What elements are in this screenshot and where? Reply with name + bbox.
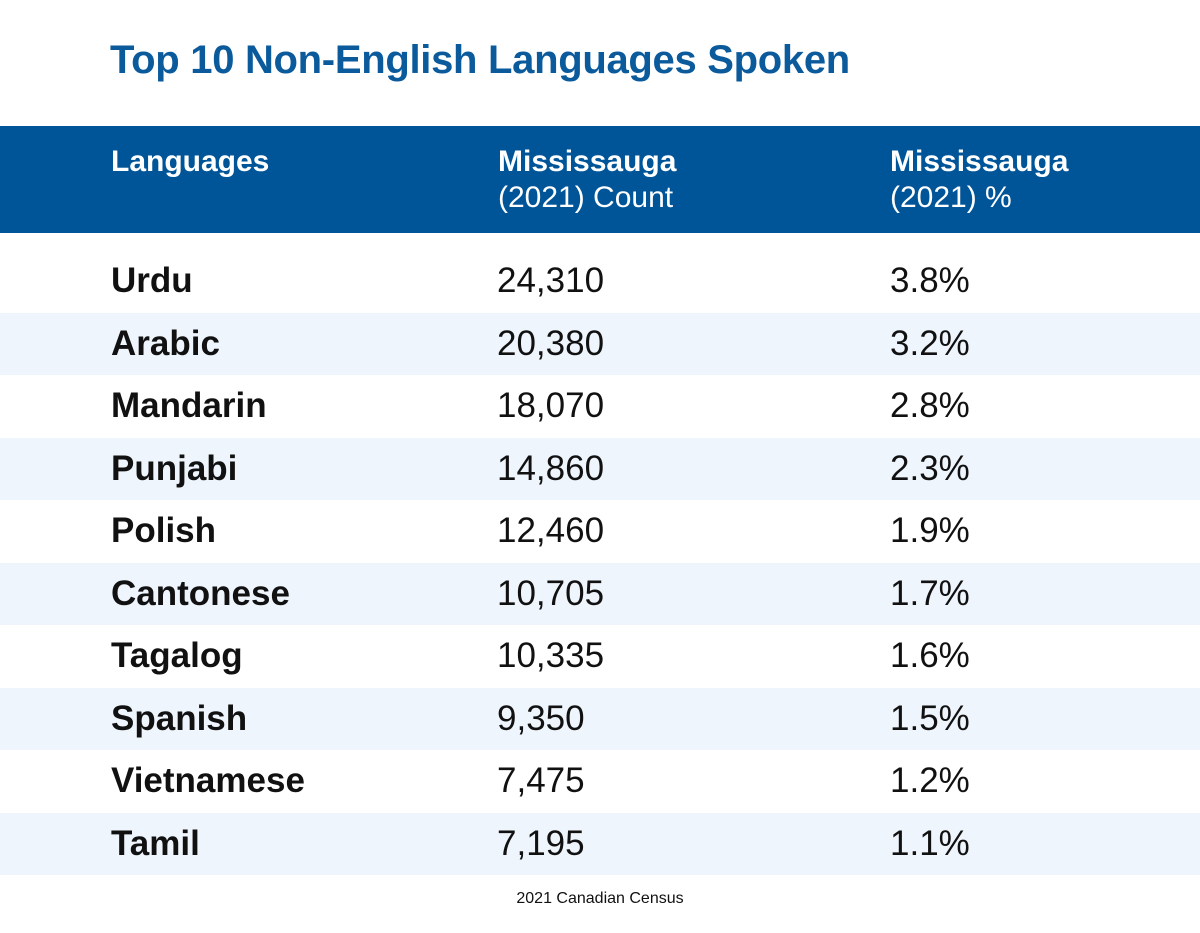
header-languages-label: Languages xyxy=(111,145,270,178)
header-percent-line1: Mississauga xyxy=(890,145,1069,178)
table-row: Arabic 20,380 3.2% xyxy=(0,312,1200,375)
language-cell: Polish xyxy=(111,511,217,550)
header-languages: Languages xyxy=(111,144,269,180)
count-cell: 14,860 xyxy=(497,448,605,488)
header-count-line1: Mississauga xyxy=(498,145,677,178)
page-title: Top 10 Non-English Languages Spoken xyxy=(110,38,850,82)
table-row: Tagalog 10,335 1.6% xyxy=(0,625,1200,688)
percent-cell: 2.8% xyxy=(890,386,970,425)
table-row: Cantonese 10,705 1.7% xyxy=(0,562,1200,625)
count-cell: 20,380 xyxy=(497,323,605,363)
percent-cell: 1.7% xyxy=(890,573,970,613)
language-cell: Vietnamese xyxy=(111,761,305,800)
source-note: 2021 Canadian Census xyxy=(516,890,684,907)
language-cell: Spanish xyxy=(111,698,248,738)
table-row: Punjabi 14,860 2.3% xyxy=(0,437,1200,500)
count-cell: 7,195 xyxy=(497,823,585,863)
percent-cell: 1.2% xyxy=(890,761,970,800)
count-cell: 24,310 xyxy=(497,261,605,300)
table-row: Mandarin 18,070 2.8% xyxy=(0,375,1200,438)
table-row: Polish 12,460 1.9% xyxy=(0,500,1200,563)
language-cell: Mandarin xyxy=(111,386,267,425)
percent-cell: 1.1% xyxy=(890,823,970,863)
count-cell: 18,070 xyxy=(497,386,605,425)
percent-cell: 3.8% xyxy=(890,261,970,300)
table-row: Spanish 9,350 1.5% xyxy=(0,687,1200,750)
language-cell: Tagalog xyxy=(111,636,243,675)
percent-cell: 3.2% xyxy=(890,323,970,363)
count-cell: 10,335 xyxy=(497,636,605,675)
table-header: Languages Mississauga (2021) Count Missi… xyxy=(0,126,1200,233)
language-cell: Cantonese xyxy=(111,573,290,613)
percent-cell: 1.9% xyxy=(890,511,970,550)
table-body: Urdu 24,310 3.8% Arabic 20,380 3.2% Mand… xyxy=(0,250,1200,875)
language-cell: Punjabi xyxy=(111,448,238,488)
language-cell: Arabic xyxy=(111,323,220,363)
percent-cell: 1.5% xyxy=(890,698,970,738)
table-row: Tamil 7,195 1.1% xyxy=(0,812,1200,875)
percent-cell: 2.3% xyxy=(890,448,970,488)
header-count-line2: (2021) Count xyxy=(498,181,674,214)
header-count: Mississauga (2021) Count xyxy=(498,144,676,216)
header-percent: Mississauga (2021) % xyxy=(890,144,1068,216)
table-row: Vietnamese 7,475 1.2% xyxy=(0,750,1200,813)
percent-cell: 1.6% xyxy=(890,636,970,675)
header-percent-line2: (2021) % xyxy=(890,181,1012,214)
language-cell: Tamil xyxy=(111,823,200,863)
count-cell: 12,460 xyxy=(497,511,605,550)
table-row: Urdu 24,310 3.8% xyxy=(0,250,1200,313)
language-cell: Urdu xyxy=(111,261,193,300)
count-cell: 9,350 xyxy=(497,698,585,738)
count-cell: 7,475 xyxy=(497,761,585,800)
count-cell: 10,705 xyxy=(497,573,605,613)
